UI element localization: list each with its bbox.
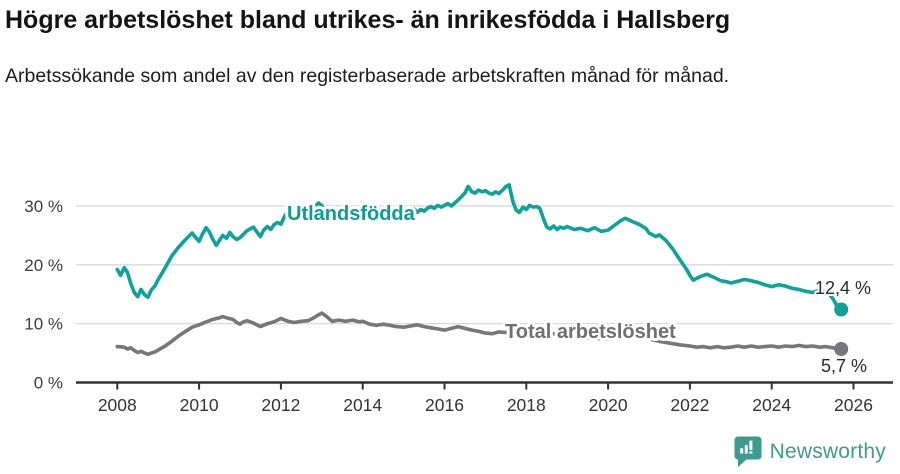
y-axis-tick-label: 30 %	[24, 197, 63, 216]
y-axis-tick-label: 10 %	[24, 315, 63, 334]
x-axis-tick-label: 2026	[834, 395, 873, 415]
series-end-value-utlandsfodda: 12,4 %	[815, 278, 871, 298]
series-label-utlandsfodda: Utlandsfödda	[287, 203, 416, 225]
series-end-dot-utlandsfodda	[834, 302, 849, 317]
x-axis-tick-label: 2010	[180, 395, 219, 415]
exclamation-bar	[749, 440, 753, 450]
x-axis-tick-label: 2008	[98, 395, 137, 415]
unemployment-line-chart: 0 % 10 % 20 % 30 % 2008 2010 2012 2014 2016 2018 2…	[24, 182, 893, 415]
bar-small	[739, 448, 743, 454]
x-axis-tick-label: 2022	[670, 395, 709, 415]
series-line-utlandsfodda	[115, 182, 844, 312]
bar-medium	[744, 445, 748, 454]
newsworthy-logo-icon	[734, 436, 762, 467]
x-axis-tick-label: 2014	[343, 395, 382, 415]
exclamation-dot	[749, 451, 753, 454]
x-axis-tick-label: 2020	[589, 395, 628, 415]
speech-bubble-shape	[734, 436, 762, 467]
newsworthy-brand-link[interactable]: Newsworthy	[733, 435, 886, 468]
series-end-dot-total	[834, 342, 849, 356]
page-title: Högre arbetslöshet bland utrikes- än inr…	[5, 6, 731, 34]
series-end-value-total: 5,7 %	[821, 356, 867, 376]
brand-name: Newsworthy	[769, 439, 886, 463]
series-line-total	[115, 311, 844, 357]
chart-subtitle: Arbetssökande som andel av den registerb…	[5, 65, 730, 87]
x-axis-tick-label: 2024	[752, 395, 791, 415]
y-axis-tick-label: 0 %	[34, 374, 63, 393]
x-axis-tick-label: 2016	[425, 395, 464, 415]
y-axis-tick-label: 20 %	[24, 256, 63, 275]
x-axis-tick-label: 2018	[507, 395, 546, 415]
series-label-total: Total arbetslöshet	[505, 321, 676, 343]
x-axis-tick-label: 2012	[261, 395, 300, 415]
